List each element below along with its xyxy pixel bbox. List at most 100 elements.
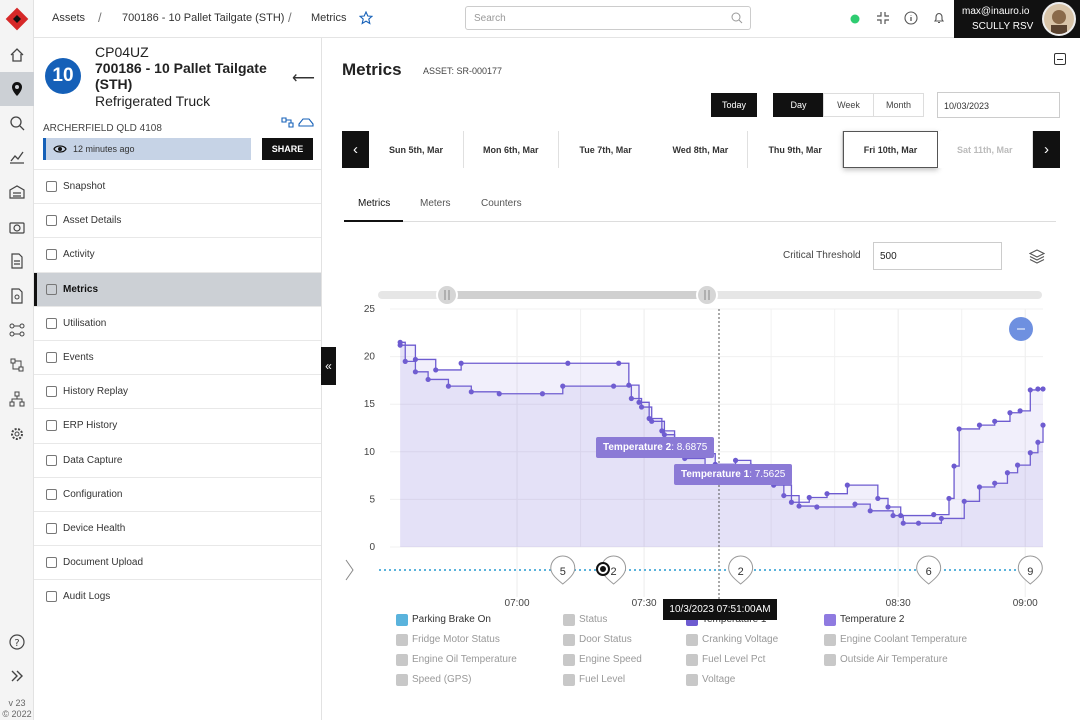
route-icon[interactable]	[7, 355, 27, 375]
date-input[interactable]: 10/03/2023	[937, 92, 1060, 118]
audit-logs-icon	[46, 591, 57, 603]
legend-swatch	[686, 674, 698, 686]
user-menu[interactable]: max@inauro.io SCULLY RSV	[954, 0, 1080, 38]
top-bar: Assets / 700186 - 10 Pallet Tailgate (ST…	[34, 0, 1080, 38]
search-map-icon[interactable]	[7, 113, 27, 133]
minimize-icon[interactable]	[1054, 53, 1066, 65]
breadcrumb-asset[interactable]: 700186 - 10 Pallet Tailgate (STH)	[122, 12, 285, 24]
collapse-view-icon[interactable]	[876, 11, 890, 25]
threshold-label: Critical Threshold	[783, 250, 861, 261]
sidebar-item-label: Device Health	[63, 523, 126, 534]
utilisation-icon	[46, 317, 57, 329]
asset-code: CP04UZ	[95, 44, 149, 60]
cursor-time-label: 10/3/2023 07:51:00AM	[663, 599, 777, 620]
sidebar-item-label: ERP History	[63, 420, 118, 432]
sidebar-item-data-capture[interactable]: Data Capture	[34, 442, 321, 477]
legend-label: Door Status	[579, 634, 632, 645]
today-button[interactable]: Today	[711, 93, 757, 117]
legend-label: Fridge Motor Status	[412, 634, 500, 645]
sidebar-item-label: Snapshot	[63, 181, 106, 192]
day-tab[interactable]: Thu 9th, Mar	[748, 131, 844, 168]
tab-counters[interactable]: Counters	[481, 198, 522, 209]
search-input[interactable]: Search	[465, 6, 751, 30]
day-tab[interactable]: Sun 5th, Mar	[369, 131, 464, 168]
sidebar-item-history-replay[interactable]: History Replay	[34, 374, 321, 408]
asset-side-panel: 10 CP04UZ 700186 - 10 Pallet Tailgate (S…	[34, 38, 322, 720]
sidebar-item-label: Activity	[63, 249, 95, 261]
erp-history-icon	[46, 420, 57, 432]
legend-label: Outside Air Temperature	[840, 654, 948, 665]
threshold-input[interactable]: 500	[873, 242, 1002, 270]
sidebar-item-label: Document Upload	[63, 557, 144, 569]
day-tab[interactable]: Fri 10th, Mar	[843, 131, 938, 168]
sidebar-item-label: Utilisation	[63, 317, 107, 329]
sidebar-item-label: Audit Logs	[63, 591, 111, 603]
avatar[interactable]	[1042, 2, 1076, 36]
range-month-button[interactable]: Month	[873, 93, 924, 117]
app-version: v 23	[8, 698, 26, 708]
tab-meters[interactable]: Meters	[420, 198, 451, 209]
location-pin-icon[interactable]	[0, 72, 34, 106]
legend-swatch	[824, 614, 836, 626]
document-icon[interactable]	[7, 251, 27, 271]
legend-swatch	[563, 654, 575, 666]
day-tab[interactable]: Wed 8th, Mar	[653, 131, 749, 168]
legend-swatch	[824, 634, 836, 646]
hierarchy-icon[interactable]	[7, 389, 27, 409]
last-seen-text: 12 minutes ago	[73, 144, 135, 154]
events-icon	[46, 352, 57, 363]
back-arrow-icon[interactable]: ⟵	[292, 70, 315, 87]
map-route-icon[interactable]	[281, 116, 294, 129]
sidebar-item-events[interactable]: Events	[34, 340, 321, 374]
collapse-panel-button[interactable]: «	[321, 347, 336, 385]
brand-logo[interactable]	[5, 7, 29, 31]
truck-icon[interactable]	[298, 116, 314, 129]
sidebar-item-label: Data Capture	[63, 454, 123, 466]
prev-day-button[interactable]: ‹	[342, 131, 369, 168]
day-tab[interactable]: Tue 7th, Mar	[558, 131, 654, 168]
legend-swatch	[563, 634, 575, 646]
breadcrumb-assets[interactable]: Assets	[52, 12, 86, 24]
metrics-icon	[46, 283, 57, 295]
legend-label: Status	[579, 614, 608, 625]
sidebar-item-metrics[interactable]: Metrics	[34, 271, 321, 307]
camera-icon[interactable]	[7, 217, 27, 237]
expand-rail-icon[interactable]	[7, 666, 27, 686]
analytics-icon[interactable]	[7, 147, 27, 167]
sidebar-item-label: Asset Details	[63, 215, 122, 227]
favourite-star-icon[interactable]	[359, 11, 373, 25]
share-button[interactable]: SHARE	[262, 138, 313, 160]
document-search-icon[interactable]	[7, 286, 27, 306]
sidebar-item-asset-details[interactable]: Asset Details	[34, 203, 321, 237]
breadcrumb-metrics: Metrics	[311, 12, 347, 24]
nav-rail: ? v 23 © 2022	[0, 0, 34, 720]
legend-label: Fuel Level	[579, 674, 626, 685]
settings-gear-icon[interactable]	[7, 424, 27, 444]
device-health-icon	[46, 523, 57, 534]
warehouse-icon[interactable]	[7, 182, 27, 202]
notification-bell-icon[interactable]	[932, 11, 946, 25]
layers-icon[interactable]	[1029, 248, 1045, 264]
tab-metrics[interactable]: Metrics	[358, 198, 391, 209]
day-tab[interactable]: Mon 6th, Mar	[463, 131, 559, 168]
document-upload-icon	[46, 557, 57, 569]
app-copyright: © 2022	[2, 709, 32, 719]
user-email: max@inauro.io	[962, 6, 1030, 17]
sidebar-item-snapshot[interactable]: Snapshot	[34, 169, 321, 203]
home-icon[interactable]	[7, 45, 27, 65]
range-week-button[interactable]: Week	[823, 93, 874, 117]
asset-id-label: ASSET: SR-000177	[423, 66, 503, 76]
info-icon[interactable]	[904, 11, 918, 25]
next-day-button[interactable]: ›	[1033, 131, 1060, 168]
range-day-button[interactable]: Day	[773, 93, 824, 117]
sidebar-item-activity[interactable]: Activity	[34, 237, 321, 271]
sidebar-item-audit-logs[interactable]: Audit Logs	[34, 579, 321, 613]
sidebar-item-utilisation[interactable]: Utilisation	[34, 305, 321, 340]
legend-swatch	[824, 654, 836, 666]
network-icon[interactable]	[7, 320, 27, 340]
sidebar-item-document-upload[interactable]: Document Upload	[34, 545, 321, 579]
help-icon[interactable]: ?	[7, 632, 27, 652]
sidebar-item-erp-history[interactable]: ERP History	[34, 408, 321, 442]
sidebar-item-device-health[interactable]: Device Health	[34, 511, 321, 545]
sidebar-item-configuration[interactable]: Configuration	[34, 476, 321, 511]
